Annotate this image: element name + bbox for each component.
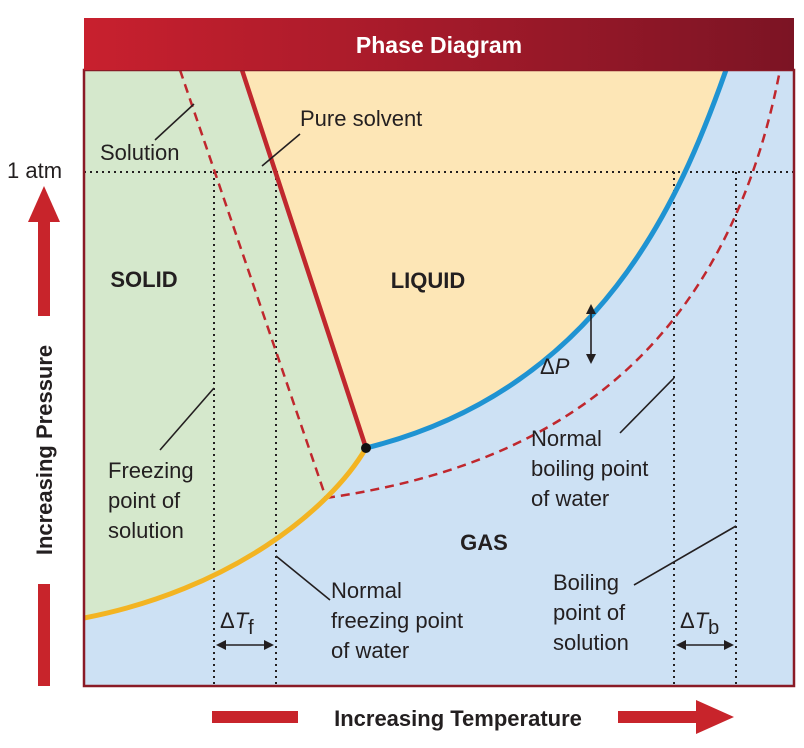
freezing-solution-label: Freezing point of solution: [108, 458, 200, 543]
solution-freezing-curve: [178, 70, 328, 499]
y-axis-arrow-shaft: [38, 216, 50, 316]
solid-region: [84, 70, 366, 618]
solution-label: Solution: [100, 140, 180, 165]
boiling-solution-leader: [633, 525, 737, 586]
solution-leader: [154, 103, 195, 141]
freezing-solution-leader: [159, 387, 215, 451]
delta-tb-indicator: ΔTb: [676, 608, 734, 650]
boiling-solution-label: Boiling point of solution: [553, 570, 631, 655]
x-axis-arrow-tail: [212, 711, 298, 723]
freezing-water-leader: [275, 555, 331, 601]
x-axis-arrow-shaft: [618, 711, 700, 723]
solution-boiling-curve: [325, 70, 782, 500]
x-axis-label: Increasing Temperature: [334, 706, 582, 731]
delta-p-indicator: ΔP: [540, 304, 596, 379]
vaporization-line: [365, 70, 729, 451]
y-axis-arrow: [28, 186, 60, 686]
solid-label: SOLID: [110, 267, 177, 292]
boiling-water-leader: [619, 377, 675, 434]
one-atm-label: 1 atm: [7, 158, 62, 183]
normal-freezing-water-label: Normal freezing point of water: [331, 578, 469, 663]
delta-tf-indicator: ΔTf: [216, 608, 274, 650]
sublimation-line: [84, 446, 369, 621]
liquid-label: LIQUID: [391, 268, 466, 293]
pure-solvent-label: Pure solvent: [300, 106, 422, 131]
fusion-line: [239, 70, 369, 449]
diagram-title: Phase Diagram: [356, 32, 522, 58]
liquid-region: [242, 70, 726, 448]
delta-tb-label: ΔTb: [680, 608, 719, 639]
triple-point: [361, 443, 371, 453]
y-axis-arrow-tail: [38, 584, 50, 686]
delta-tf-label: ΔTf: [220, 608, 254, 639]
normal-boiling-water-label: Normal boiling point of water: [531, 426, 655, 511]
y-axis-arrow-head: [28, 186, 60, 222]
x-axis-arrow-head: [696, 700, 734, 734]
title-bar: [84, 18, 794, 70]
delta-p-label: ΔP: [540, 354, 570, 379]
x-axis-arrow: [212, 700, 734, 734]
y-axis-label: Increasing Pressure: [32, 345, 57, 555]
gas-label: GAS: [460, 530, 508, 555]
pure-solvent-leader: [261, 133, 301, 167]
